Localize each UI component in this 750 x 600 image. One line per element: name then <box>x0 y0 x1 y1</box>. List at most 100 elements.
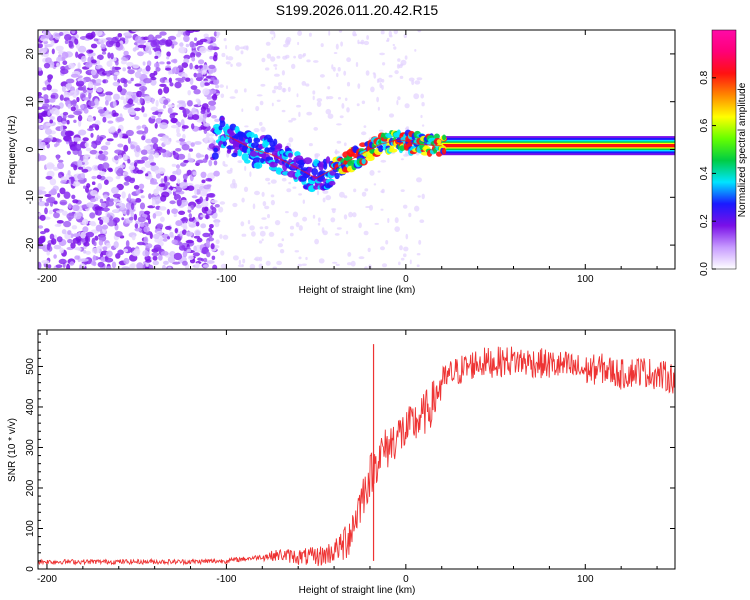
noise-blob <box>208 100 217 106</box>
noise-blob <box>403 253 407 258</box>
noise-blob <box>338 96 341 100</box>
noise-blob <box>343 214 348 220</box>
noise-blob <box>254 190 260 196</box>
noise-blob <box>49 178 57 186</box>
ridge-blob <box>298 162 305 168</box>
noise-blob <box>178 242 183 247</box>
noise-blob <box>144 160 152 168</box>
noise-blob <box>149 181 159 185</box>
noise-blob <box>113 74 118 81</box>
noise-blob <box>123 144 129 152</box>
noise-blob <box>266 53 272 59</box>
noise-blob <box>346 57 351 63</box>
noise-blob <box>322 197 326 203</box>
noise-blob <box>222 160 226 167</box>
noise-blob <box>278 82 283 86</box>
noise-blob <box>288 137 294 143</box>
noise-blob <box>77 119 82 127</box>
ridge-blob <box>231 152 238 158</box>
noise-blob <box>86 202 95 208</box>
noise-blob <box>208 89 217 94</box>
noise-blob <box>156 223 164 229</box>
noise-blob <box>143 145 152 150</box>
noise-blob <box>232 178 236 185</box>
ridge-blob <box>433 133 440 140</box>
noise-blob <box>54 223 62 227</box>
noise-blob <box>172 261 181 265</box>
noise-blob <box>169 174 177 182</box>
noise-blob <box>190 204 194 209</box>
noise-blob <box>414 205 420 212</box>
noise-blob <box>270 56 276 62</box>
noise-blob <box>117 33 123 38</box>
noise-blob <box>38 189 43 196</box>
noise-blob <box>105 242 111 249</box>
noise-blob <box>111 261 117 269</box>
noise-blob <box>158 39 167 46</box>
noise-blob <box>416 177 422 183</box>
noise-blob <box>194 184 201 190</box>
noise-blob <box>128 165 136 171</box>
noise-blob <box>102 162 110 169</box>
noise-blob <box>237 160 243 164</box>
noise-blob <box>125 240 130 248</box>
noise-blob <box>413 93 420 100</box>
noise-blob <box>45 57 52 64</box>
noise-blob <box>220 250 225 256</box>
noise-blob <box>136 130 144 135</box>
noise-blob <box>195 73 203 78</box>
ridge-blob <box>219 119 226 128</box>
noise-blob <box>256 94 263 97</box>
noise-blob <box>105 266 112 269</box>
noise-blob <box>403 154 409 157</box>
ridge-blob <box>252 157 262 164</box>
noise-blob <box>153 244 162 251</box>
noise-blob <box>145 173 149 177</box>
noise-blob <box>64 39 69 45</box>
noise-blob <box>77 75 83 79</box>
noise-blob <box>289 225 295 230</box>
noise-blob <box>206 260 215 264</box>
noise-blob <box>420 114 423 119</box>
noise-blob <box>45 128 52 135</box>
noise-blob <box>69 90 77 97</box>
noise-blob <box>292 211 299 218</box>
noise-blob <box>264 226 269 230</box>
noise-blob <box>50 40 55 46</box>
noise-blob <box>130 77 134 82</box>
noise-blob <box>333 52 338 54</box>
noise-blob <box>282 55 288 60</box>
y-tick-label: 400 <box>25 398 36 415</box>
noise-blob <box>88 49 94 53</box>
noise-blob <box>104 70 112 74</box>
noise-blob <box>97 183 102 190</box>
snr-y-axis-label: SNR (10 * v/v) <box>7 418 18 482</box>
noise-blob <box>399 75 404 79</box>
noise-blob <box>230 63 233 67</box>
noise-blob <box>165 225 172 230</box>
ridge-blob <box>311 168 319 176</box>
noise-blob <box>82 226 89 233</box>
noise-blob <box>279 249 285 254</box>
noise-blob <box>358 256 365 260</box>
noise-blob <box>312 214 316 219</box>
noise-blob <box>343 70 347 76</box>
colorbar-tick-label: 0.0 <box>699 262 710 276</box>
noise-blob <box>183 222 187 229</box>
noise-blob <box>91 123 97 128</box>
noise-blob <box>149 264 154 269</box>
noise-blob <box>405 233 409 240</box>
noise-blob <box>360 39 365 45</box>
colorbar-tick-label: 0.8 <box>699 70 710 84</box>
noise-blob <box>204 206 209 212</box>
noise-blob <box>216 31 221 36</box>
y-tick-label: 10 <box>25 96 36 108</box>
noise-blob <box>66 78 75 84</box>
noise-blob <box>159 122 168 130</box>
noise-blob <box>227 56 234 61</box>
noise-blob <box>298 256 302 260</box>
x-tick-label: -200 <box>37 274 57 285</box>
noise-blob <box>235 62 242 67</box>
noise-blob <box>142 61 146 66</box>
